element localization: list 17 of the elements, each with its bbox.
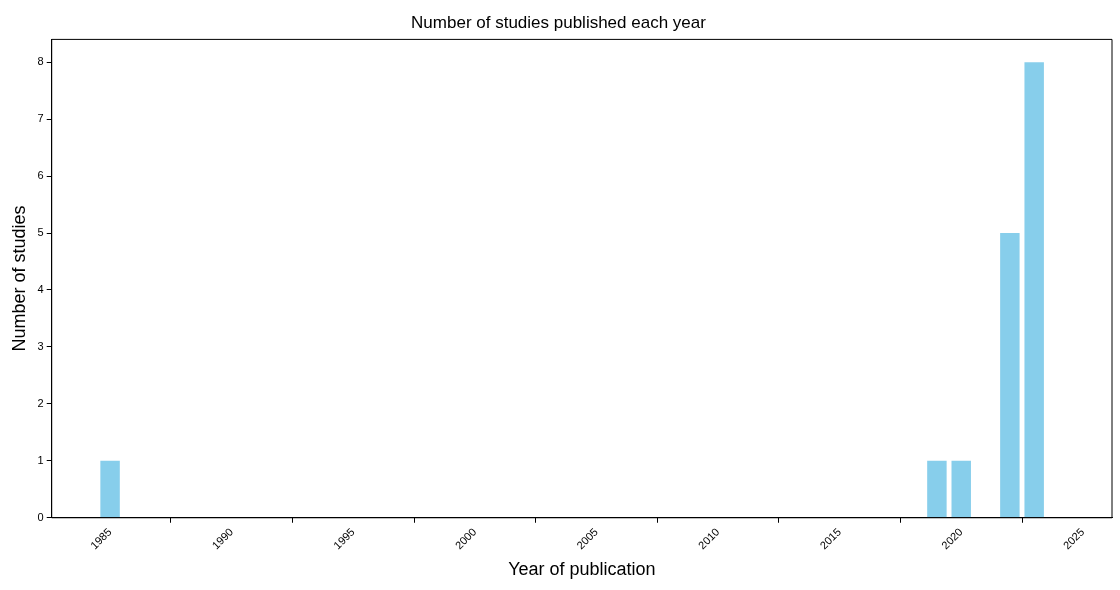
bar [100, 460, 120, 518]
y-axis-title: Number of studies [8, 205, 29, 352]
y-tick-label: 5 [37, 226, 44, 239]
bar [927, 460, 947, 518]
chart-title: Number of studies published each year [411, 12, 707, 32]
bar [1000, 233, 1020, 518]
bar [951, 460, 971, 518]
y-tick-label: 8 [37, 55, 44, 68]
y-tick-label: 0 [37, 510, 44, 523]
y-tick-label: 7 [37, 112, 44, 125]
bar [1024, 62, 1044, 518]
x-axis-title: Year of publication [508, 559, 656, 580]
y-tick-label: 1 [37, 453, 44, 466]
y-tick-label: 4 [37, 283, 44, 295]
y-tick-label: 3 [37, 339, 44, 352]
y-tick-label: 2 [37, 396, 44, 409]
y-tick-label: 6 [37, 169, 44, 182]
